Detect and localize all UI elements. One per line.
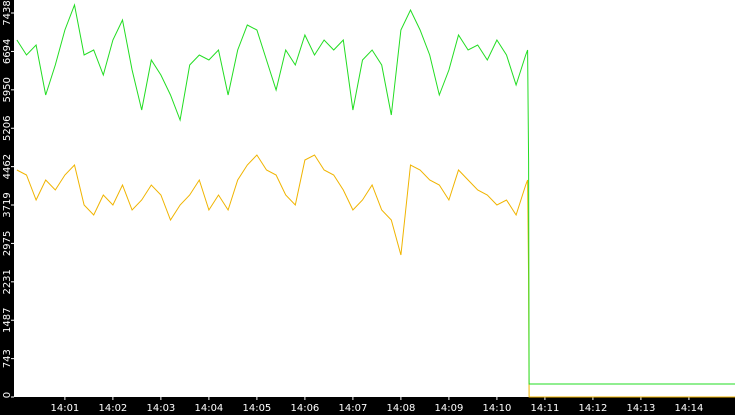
- x-tick-label: 14:04: [194, 403, 223, 414]
- x-tick-label: 14:10: [482, 403, 511, 414]
- x-tick-label: 14:11: [530, 403, 559, 414]
- y-tick-label: 6694: [2, 39, 13, 64]
- y-tick-label: 5950: [2, 77, 13, 102]
- x-tick-label: 14:08: [386, 403, 415, 414]
- y-tick-label: 0: [2, 392, 13, 398]
- y-tick-label: 5206: [2, 116, 13, 141]
- x-tick-label: 14:14: [675, 403, 704, 414]
- y-tick-label: 3719: [2, 192, 13, 217]
- y-tick-label: 7438: [2, 0, 13, 25]
- series-line: [16, 154, 735, 398]
- y-tick-label: 4462: [2, 154, 13, 179]
- x-tick-label: 14:03: [146, 403, 175, 414]
- x-tick-label: 14:13: [627, 403, 656, 414]
- x-tick-label: 14:05: [242, 403, 271, 414]
- y-tick-label: 2975: [2, 231, 13, 256]
- y-tick-label: 2231: [2, 269, 13, 294]
- series-line: [16, 3, 735, 385]
- x-tick-label: 14:12: [578, 403, 607, 414]
- x-tick-label: 14:07: [338, 403, 367, 414]
- x-tick-label: 14:06: [290, 403, 319, 414]
- x-tick-label: 14:09: [434, 403, 463, 414]
- plot-area: [14, 0, 735, 397]
- y-tick-label: 743: [2, 349, 13, 368]
- y-tick-label: 1487: [2, 308, 13, 333]
- x-tick-label: 14:02: [98, 403, 127, 414]
- x-tick-label: 14:01: [50, 403, 79, 414]
